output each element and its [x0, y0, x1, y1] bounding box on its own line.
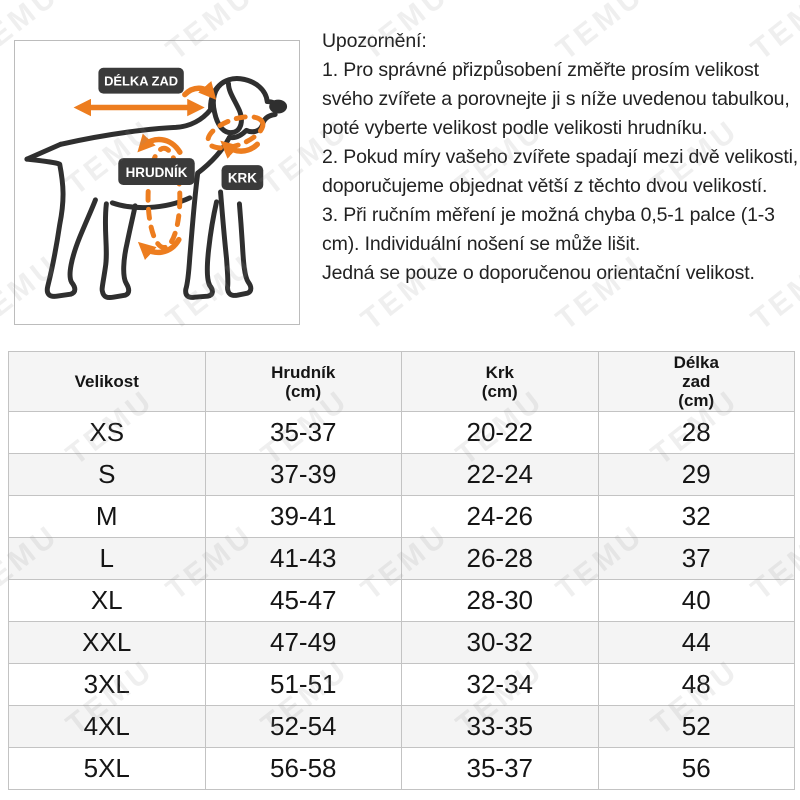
- cell-neck: 20-22: [401, 411, 599, 454]
- cell-back: 56: [597, 747, 795, 790]
- cell-neck: 35-37: [401, 747, 599, 790]
- cell-chest: 51-51: [204, 663, 402, 706]
- table-row: L 41-43 26-28 37: [8, 537, 795, 580]
- table-row: 5XL 56-58 35-37 56: [8, 747, 795, 790]
- notice-footer: Jedná se pouze o doporučenou orientační …: [322, 262, 755, 284]
- cell-neck: 33-35: [401, 705, 599, 748]
- cell-size: M: [8, 495, 206, 538]
- header-row: Velikost Hrudník (cm) Krk (cm) Délka zad…: [8, 351, 795, 412]
- cell-chest: 45-47: [204, 579, 402, 622]
- cell-size: XL: [8, 579, 206, 622]
- table-row: M 39-41 24-26 32: [8, 495, 795, 538]
- cell-chest: 47-49: [204, 621, 402, 664]
- notice-item-2: 2. Pokud míry vašeho zvířete spadají mez…: [322, 146, 799, 197]
- size-table-body: XS 35-37 20-22 28 S 37-39 22-24 29 M 39-41 24-26 32…: [8, 411, 795, 790]
- header-neck: Krk (cm): [401, 351, 599, 412]
- cell-back: 37: [597, 537, 795, 580]
- size-table-header: Velikost Hrudník (cm) Krk (cm) Délka zad…: [8, 351, 795, 412]
- table-row: 4XL 52-54 33-35 52: [8, 705, 795, 748]
- table-row: 3XL 51-51 32-34 48: [8, 663, 795, 706]
- header-chest: Hrudník (cm): [204, 351, 402, 412]
- cell-size: 5XL: [8, 747, 206, 790]
- cell-size: 4XL: [8, 705, 206, 748]
- chest-label: HRUDNÍK: [126, 165, 188, 180]
- table-row: XL 45-47 28-30 40: [8, 579, 795, 622]
- size-table: Velikost Hrudník (cm) Krk (cm) Délka zad…: [8, 351, 795, 790]
- cell-back: 29: [597, 453, 795, 496]
- dog-measurement-diagram-box: DÉLKA ZAD HRUDNÍK KRK: [14, 40, 300, 325]
- cell-chest: 37-39: [204, 453, 402, 496]
- neck-label-bg: [221, 165, 264, 190]
- cell-chest: 35-37: [204, 411, 402, 454]
- cell-neck: 30-32: [401, 621, 599, 664]
- cell-chest: 52-54: [204, 705, 402, 748]
- cell-chest: 39-41: [204, 495, 402, 538]
- table-row: XS 35-37 20-22 28: [8, 411, 795, 454]
- cell-size: XXL: [8, 621, 206, 664]
- notice-block: Upozornění: 1. Pro správné přizpůsobení …: [322, 27, 800, 288]
- cell-size: L: [8, 537, 206, 580]
- cell-back: 52: [597, 705, 795, 748]
- header-size: Velikost: [8, 351, 206, 412]
- cell-size: XS: [8, 411, 206, 454]
- cell-back: 40: [597, 579, 795, 622]
- dog-measurement-diagram-icon: DÉLKA ZAD HRUDNÍK KRK: [24, 67, 288, 300]
- notice-item-3: 3. Při ručním měření je možná chyba 0,5-…: [322, 204, 775, 255]
- chest-label-bg: [118, 158, 195, 185]
- header-back-length: Délka zad (cm): [597, 351, 795, 412]
- cell-chest: 41-43: [204, 537, 402, 580]
- back-length-label-bg: [98, 67, 184, 94]
- cell-back: 44: [597, 621, 795, 664]
- cell-neck: 32-34: [401, 663, 599, 706]
- notice-item-1: 1. Pro správné přizpůsobení změřte prosí…: [322, 59, 790, 139]
- cell-back: 32: [597, 495, 795, 538]
- table-row: S 37-39 22-24 29: [8, 453, 795, 496]
- cell-size: S: [8, 453, 206, 496]
- cell-neck: 24-26: [401, 495, 599, 538]
- neck-label: KRK: [228, 171, 257, 186]
- dog-nose-icon: [269, 99, 288, 114]
- diagram-labels: DÉLKA ZAD HRUDNÍK KRK: [98, 67, 264, 190]
- cell-size: 3XL: [8, 663, 206, 706]
- table-row: XXL 47-49 30-32 44: [8, 621, 795, 664]
- cell-chest: 56-58: [204, 747, 402, 790]
- notice-title: Upozornění:: [322, 30, 427, 52]
- cell-neck: 28-30: [401, 579, 599, 622]
- cell-neck: 22-24: [401, 453, 599, 496]
- back-length-label: DÉLKA ZAD: [104, 74, 178, 89]
- cell-back: 48: [597, 663, 795, 706]
- measurement-arrows-icon: [73, 80, 266, 261]
- cell-back: 28: [597, 411, 795, 454]
- cell-neck: 26-28: [401, 537, 599, 580]
